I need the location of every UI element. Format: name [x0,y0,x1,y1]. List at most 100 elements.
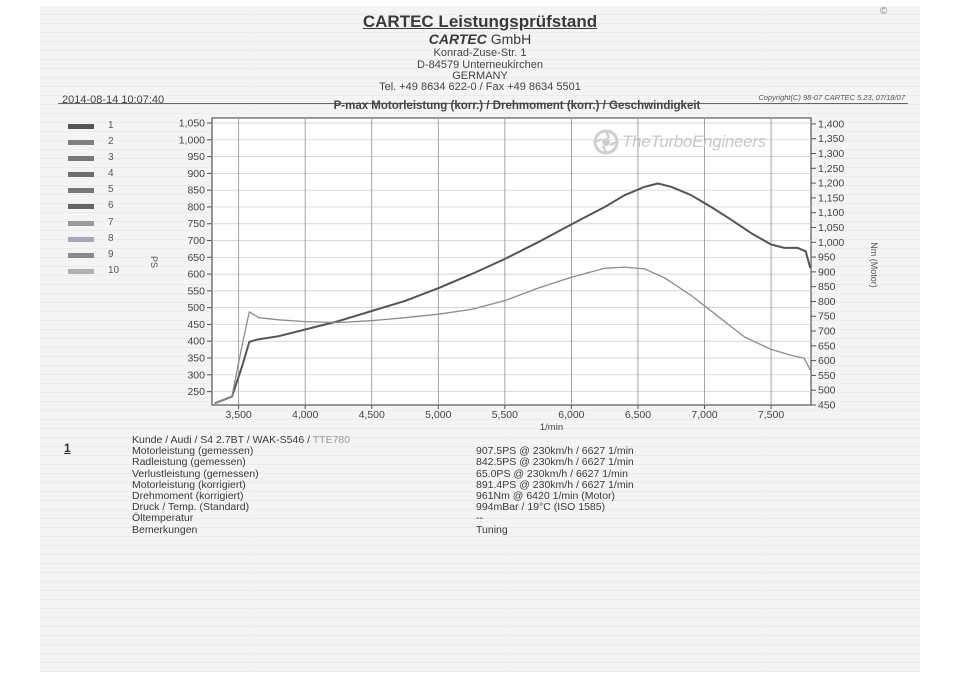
y-left-tick-label: 850 [187,185,205,197]
result-label: Bemerkungen [132,523,198,536]
company-name-rest: GmbH [486,31,532,47]
legend-swatch [68,124,94,129]
address-line-1: Konrad-Zuse-Str. 1 [433,47,527,59]
y-right-tick-label: 500 [818,385,836,397]
y-left-tick-label: 700 [187,235,205,247]
y-right-tick-label: 1,300 [818,148,844,160]
customer-row: Kunde / Audi / S4 2.7BT / WAK-S546 / TTE… [132,435,832,446]
y-right-tick-label: 700 [818,326,836,338]
y-left-tick-label: 500 [187,302,205,314]
legend-label: 2 [108,136,114,147]
y-right-tick-label: 550 [818,370,836,382]
watermark-logo: TheTurboEngineers [592,128,802,158]
result-value: 65.0PS @ 230km/h / 6627 1/min [476,467,628,480]
result-row: Motorleistung (korrigiert) 891.4PS @ 230k… [132,478,832,491]
legend-item: 10 [68,265,138,279]
customer-label: Kunde / Audi / S4 2.7BT / WAK-S546 / [132,434,313,446]
y-left-tick-label: 450 [187,319,205,331]
x-tick-label: 4,000 [292,409,318,421]
legend-item: 8 [68,233,138,247]
legend-item: 5 [68,184,138,198]
legend-item: 1 [68,120,138,134]
result-row: Motorleistung (gemessen) 907.5PS @ 230km/… [132,446,832,457]
address-line-4: Tel. +49 8634 622-0 / Fax +49 8634 5501 [379,81,581,93]
y-right-tick-label: 1,200 [818,178,844,190]
legend-item: 6 [68,200,138,214]
power-line [214,182,812,405]
legend-swatch [68,156,94,161]
x-tick-label: 6,000 [558,409,584,421]
legend-label: 1 [108,120,114,131]
torque-line [214,266,811,405]
result-label: Druck / Temp. (Standard) [132,501,250,514]
y-left-tick-label: 950 [187,151,205,163]
x-tick-label: 5,500 [492,409,518,421]
result-row: Drehmoment (korrigiert) 961Nm @ 6420 1/mi… [132,489,832,502]
company-name-bold: CARTEC [428,31,487,47]
legend-label: 5 [108,184,114,195]
legend-swatch [68,221,94,226]
legend-swatch [68,269,94,274]
result-value: 891.4PS @ 230km/h / 6627 1/min [476,478,634,491]
chart-title: P-max Motorleistung (korr.) / Drehmoment… [333,100,701,112]
copyright-note: Copyright(C) 98-07 CARTEC 5.23, 07/18/07 [758,93,905,102]
y-left-tick-label: 300 [187,369,205,381]
result-value: 907.5PS @ 230km/h / 6627 1/min [476,445,634,458]
y-right-tick-label: 1,400 [818,118,844,130]
y-left-tick-label: 750 [187,218,205,230]
company-name: CARTEC GmbH [0,31,960,47]
y-right-tick-label: 650 [818,340,836,352]
y-left-tick-label: 600 [187,269,205,281]
result-value: -- [476,512,483,525]
legend-item: 4 [68,168,138,182]
legend-swatch [68,204,94,209]
corner-mark: © [880,6,888,17]
x-tick-label: 7,500 [758,409,784,421]
y-right-tick-label: 900 [818,266,836,278]
result-value: 842.5PS @ 230km/h / 6627 1/min [476,456,634,469]
legend-swatch [68,188,94,193]
result-label: Drehmoment (korrigiert) [132,489,244,502]
y-right-tick-label: 850 [818,281,836,293]
y-right-tick-label: 1,150 [818,192,844,204]
legend-label: 6 [108,200,114,211]
y-right-tick-label: 1,250 [818,163,844,175]
legend-swatch [68,253,94,258]
legend-label: 8 [108,233,114,244]
y-left-tick-label: 400 [187,336,205,348]
result-value: 994mBar / 19°C (ISO 1585) [476,501,606,514]
result-row: Öltemperatur -- [132,513,832,524]
y-left-tick-label: 900 [187,168,205,180]
legend-item: 3 [68,152,138,166]
run-number: 1 [64,441,71,455]
y-left-tick-label: 800 [187,201,205,213]
result-label: Motorleistung (korrigiert) [132,478,246,491]
result-row: Druck / Temp. (Standard) 994mBar / 19°C (… [132,502,832,513]
y-left-tick-label: 350 [187,353,205,365]
y-left-tick-label: 1,050 [179,118,205,130]
address-line-3: GERMANY [452,70,508,82]
legend-label: 10 [108,265,120,276]
address-line-2: D-84579 Unterneukirchen [417,59,543,71]
legend-item: 2 [68,136,138,150]
watermark-text: TheTurboEngineers [622,132,766,151]
result-label: Radleistung (gemessen) [132,456,246,469]
legend-swatch [68,237,94,242]
results-block: Kunde / Audi / S4 2.7BT / WAK-S546 / TTE… [132,435,832,536]
x-tick-label: 5,000 [425,409,451,421]
header-rule [58,103,908,104]
y-left-tick-label: 1,000 [179,134,205,146]
legend-label: 7 [108,217,114,228]
y-right-tick-label: 600 [818,355,836,367]
legend-item: 9 [68,249,138,263]
legend-swatch [68,172,94,177]
result-value: 961Nm @ 6420 1/min (Motor) [476,489,616,502]
customer-tag: TTE780 [312,434,351,446]
y-left-tick-label: 250 [187,386,205,398]
turbo-icon [593,129,619,155]
sheet-title: CARTEC Leistungsprüfstand [362,12,598,31]
result-value: Tuning [476,523,508,536]
legend-label: 9 [108,249,114,260]
y-right-tick-label: 1,050 [818,222,844,234]
x-tick-label: 6,500 [625,409,651,421]
